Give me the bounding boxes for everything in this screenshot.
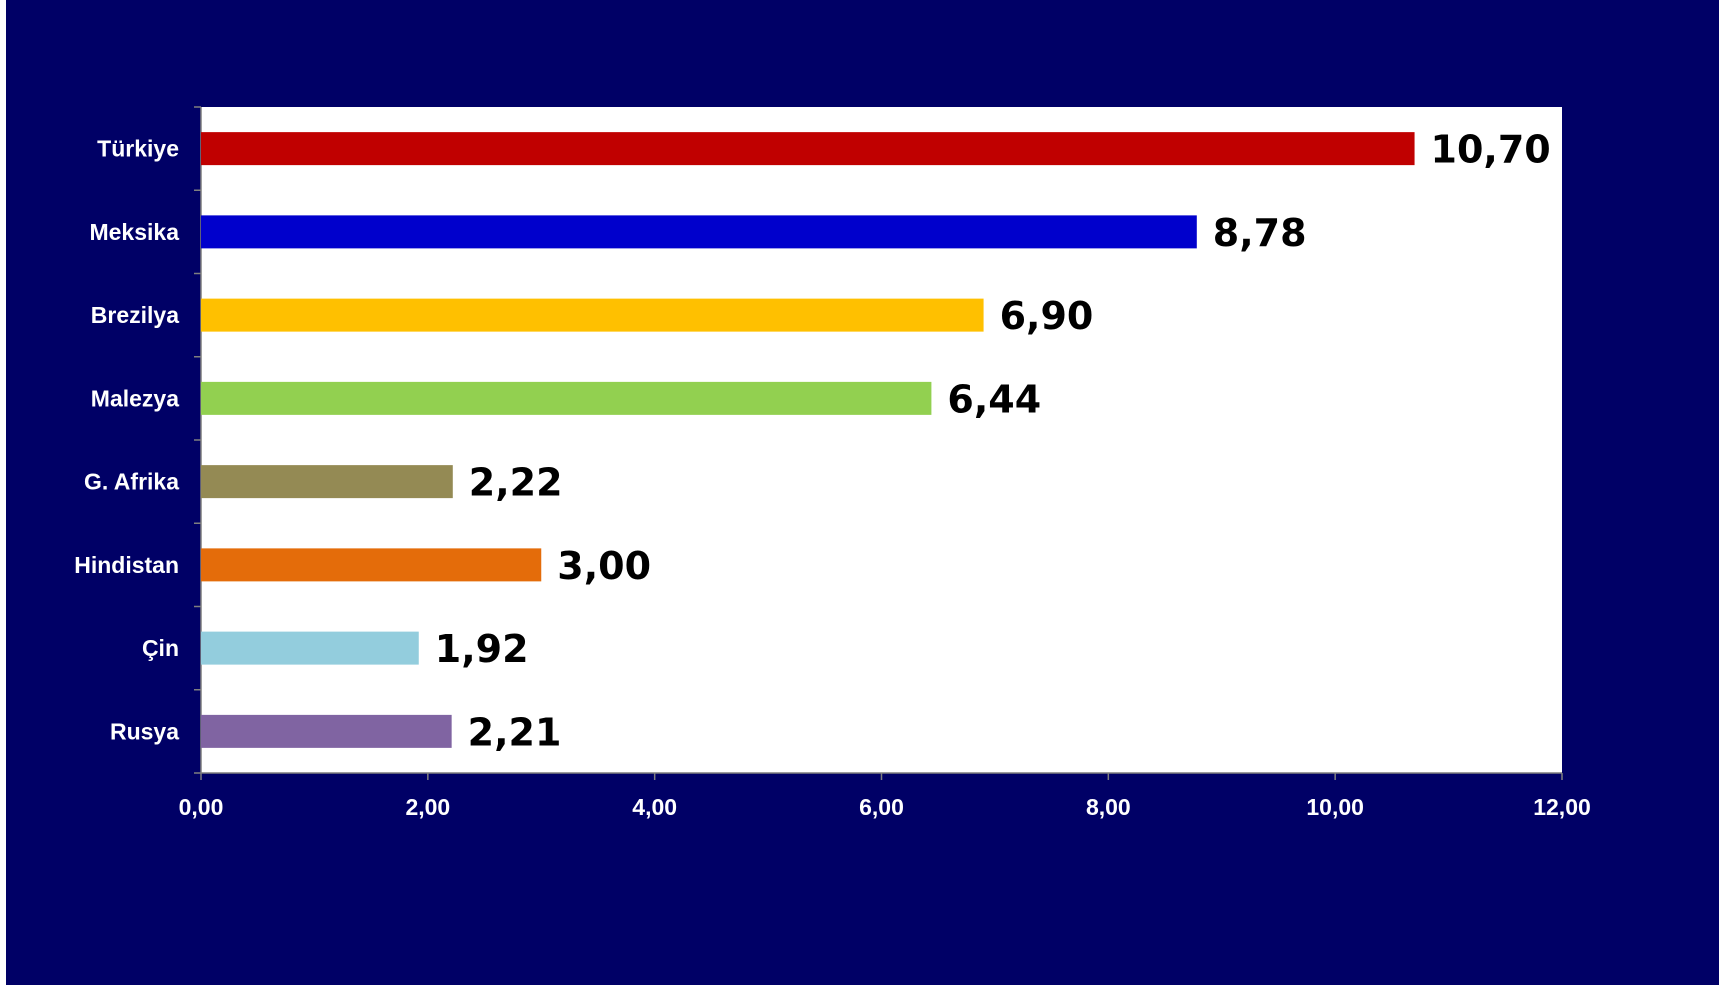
- y-axis: Türkiye Meksika Brezilya Malezya G. Afrika Hi…: [74, 106, 202, 774]
- y-category-label: Hindistan: [74, 552, 179, 578]
- x-axis: 0,00 2,00 4,00 6,00 8,00 10,00 12,00: [179, 772, 1591, 820]
- data-labels: 10,70 8,78 6,90 6,44 2,22 3,00 1,92 2,21: [435, 128, 1551, 755]
- data-label: 10,70: [1431, 128, 1551, 172]
- x-tick-label: 0,00: [179, 794, 224, 820]
- y-category-label: Türkiye: [97, 136, 179, 162]
- data-label: 3,00: [557, 544, 651, 588]
- y-category-label: Rusya: [110, 718, 179, 744]
- bar: [201, 631, 419, 665]
- y-category-label: Meksika: [89, 219, 179, 245]
- x-tick-label: 6,00: [859, 794, 904, 820]
- bar: [201, 132, 1415, 166]
- bars: [201, 132, 1415, 748]
- data-label: 8,78: [1213, 211, 1307, 255]
- bar: [201, 298, 984, 332]
- y-category-label: Brezilya: [91, 302, 179, 328]
- y-category-label: Çin: [142, 635, 179, 661]
- bar: [201, 714, 452, 748]
- plot-area: [201, 107, 1562, 773]
- data-label: 2,21: [468, 710, 562, 754]
- bar: [201, 381, 932, 415]
- y-category-label: Malezya: [91, 385, 179, 411]
- x-tick-label: 10,00: [1306, 794, 1364, 820]
- x-tick-label: 8,00: [1086, 794, 1131, 820]
- x-tick-label: 4,00: [632, 794, 677, 820]
- x-tick-label: 12,00: [1533, 794, 1591, 820]
- bar: [201, 548, 542, 582]
- data-label: 2,22: [469, 461, 563, 505]
- data-label: 6,90: [1000, 294, 1094, 338]
- y-category-label: G. Afrika: [84, 469, 179, 495]
- x-tick-label: 2,00: [405, 794, 450, 820]
- data-label: 1,92: [435, 627, 529, 671]
- data-label: 6,44: [947, 377, 1041, 421]
- bar: [201, 215, 1197, 249]
- bar: [201, 465, 453, 499]
